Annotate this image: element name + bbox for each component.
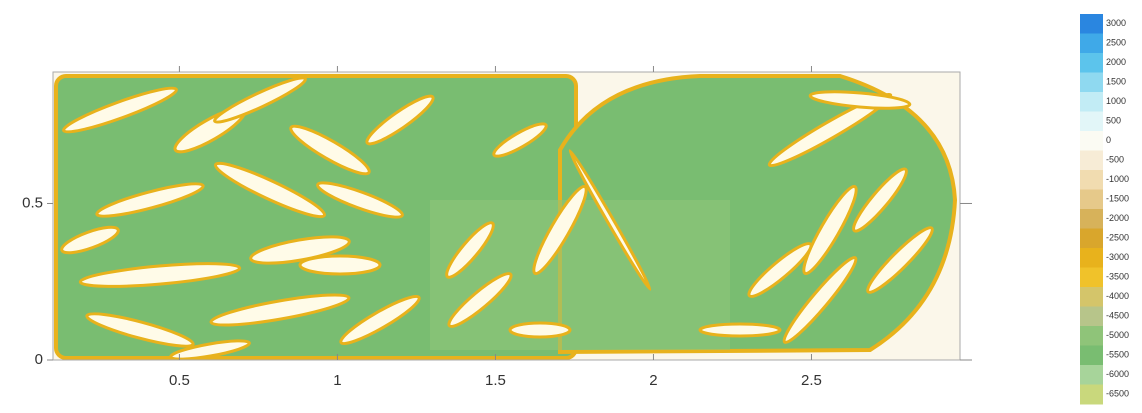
colorbar-label: 1000 bbox=[1106, 96, 1126, 106]
streak bbox=[300, 256, 380, 274]
y-tick-label: 0.5 bbox=[22, 194, 43, 211]
colorbar-segment bbox=[1080, 112, 1103, 132]
streak bbox=[510, 323, 570, 337]
colorbar-label: -5500 bbox=[1106, 350, 1129, 360]
y-tick-label: 0 bbox=[35, 351, 43, 368]
colorbar-label: -4500 bbox=[1106, 311, 1129, 321]
chart: 0.5 1 1.5 2 2.5 0 0.5 3000 2500 2000 1500 1000 500 0… bbox=[0, 0, 1142, 408]
colorbar-segment bbox=[1080, 248, 1103, 268]
x-tick-label: 1.5 bbox=[485, 372, 506, 389]
colorbar-segment bbox=[1080, 131, 1103, 151]
colorbar-label: 1500 bbox=[1106, 77, 1126, 87]
colorbar-segment bbox=[1080, 53, 1103, 73]
colorbar-label: 0 bbox=[1106, 135, 1111, 145]
colorbar-label: -6000 bbox=[1106, 369, 1129, 379]
colorbar-label: -3000 bbox=[1106, 252, 1129, 262]
colorbar-segment bbox=[1080, 34, 1103, 54]
colorbar: 3000 2500 2000 1500 1000 500 0 -500 -1000 -1500 -2… bbox=[1080, 14, 1129, 405]
colorbar-label: -2000 bbox=[1106, 213, 1129, 223]
colorbar-segment bbox=[1080, 385, 1103, 405]
colorbar-segment bbox=[1080, 268, 1103, 288]
colorbar-segment bbox=[1080, 151, 1103, 171]
colorbar-segment bbox=[1080, 326, 1103, 346]
colorbar-label: -5000 bbox=[1106, 330, 1129, 340]
x-tick-label: 2.5 bbox=[801, 372, 822, 389]
colorbar-segment bbox=[1080, 307, 1103, 327]
colorbar-segment bbox=[1080, 346, 1103, 366]
streak bbox=[700, 324, 780, 336]
colorbar-label: -4000 bbox=[1106, 291, 1129, 301]
colorbar-segment bbox=[1080, 365, 1103, 385]
colorbar-segment bbox=[1080, 14, 1103, 34]
field-region bbox=[430, 200, 730, 350]
colorbar-label: 2500 bbox=[1106, 38, 1126, 48]
colorbar-label: -1500 bbox=[1106, 194, 1129, 204]
colorbar-label: 500 bbox=[1106, 116, 1121, 126]
colorbar-label: -6500 bbox=[1106, 389, 1129, 399]
x-tick-label: 0.5 bbox=[169, 372, 190, 389]
colorbar-label: -500 bbox=[1106, 155, 1124, 165]
colorbar-segment bbox=[1080, 190, 1103, 210]
colorbar-label: -1000 bbox=[1106, 174, 1129, 184]
colorbar-segment bbox=[1080, 170, 1103, 190]
colorbar-label: -3500 bbox=[1106, 272, 1129, 282]
colorbar-label: 3000 bbox=[1106, 18, 1126, 28]
colorbar-segment bbox=[1080, 287, 1103, 307]
colorbar-segment bbox=[1080, 229, 1103, 249]
contour-field bbox=[53, 72, 960, 363]
x-tick-label: 2 bbox=[649, 372, 657, 389]
colorbar-label: -2500 bbox=[1106, 233, 1129, 243]
x-tick-label: 1 bbox=[333, 372, 341, 389]
colorbar-segment bbox=[1080, 92, 1103, 112]
colorbar-label: 2000 bbox=[1106, 57, 1126, 67]
colorbar-segment bbox=[1080, 73, 1103, 93]
colorbar-segment bbox=[1080, 209, 1103, 229]
